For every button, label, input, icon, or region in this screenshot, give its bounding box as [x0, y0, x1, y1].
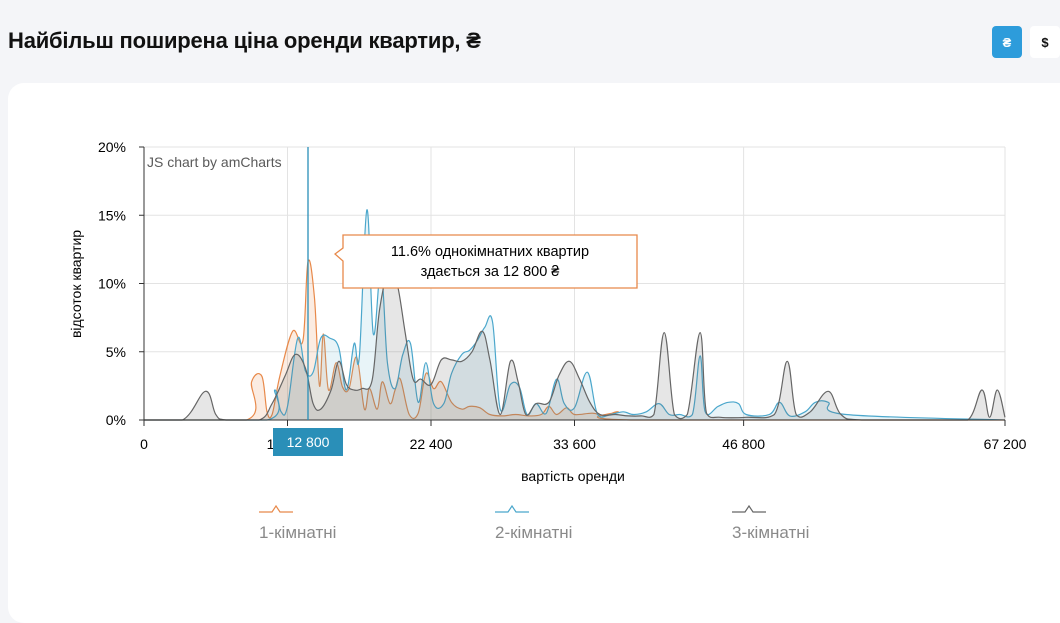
y-tick-label: 5% — [106, 344, 126, 360]
legend-label-1: 1-кімнатні — [259, 523, 336, 542]
x-axis-label: вартість оренди — [521, 468, 625, 484]
tooltip-line2: здається за 12 800 ₴ — [421, 264, 560, 280]
series-area-3 — [144, 266, 1005, 420]
legend-marker-3 — [732, 504, 766, 513]
legend-marker-2 — [495, 504, 529, 513]
x-tick-label: 33 600 — [553, 436, 596, 452]
y-tick-label: 20% — [98, 139, 126, 155]
legend-label-3: 3-кімнатні — [732, 523, 809, 542]
y-tick-label: 0% — [106, 412, 126, 428]
tooltip-line1: 11.6% однокімнатних квартир — [391, 244, 589, 260]
chart-legend: 1-кімнатні 2-кімнатні 3-кімнатні — [259, 504, 809, 542]
chart-series — [143, 209, 1006, 421]
x-tick-label: 0 — [140, 436, 148, 452]
x-tick-label: 22 400 — [410, 436, 453, 452]
y-tick-label: 10% — [98, 276, 126, 292]
chart-credit[interactable]: JS chart by amCharts — [147, 154, 282, 170]
cursor-label: 12 800 — [287, 434, 330, 450]
chart-cursor: 12 800 11.6% однокімнатних квартир здаєтьс… — [273, 147, 638, 456]
series-area-2 — [144, 209, 1005, 420]
chart-card — [8, 83, 1060, 623]
y-tick-label: 15% — [98, 207, 126, 223]
series-line-1 — [143, 259, 1005, 421]
currency-usd-button[interactable]: $ — [1030, 26, 1060, 58]
page-title: Найбільш поширена ціна оренди квартир, ₴ — [8, 28, 481, 53]
x-tick-label: 67 200 — [984, 436, 1027, 452]
legend-marker-1 — [259, 504, 293, 513]
series-area-1 — [144, 260, 1005, 420]
chart[interactable]: JS chart by amCharts 0%5%10%15%20%011 20… — [0, 0, 1060, 597]
y-axis-label: відсоток квартир — [68, 230, 84, 338]
legend-label-2: 2-кімнатні — [495, 523, 572, 542]
series-line-3 — [143, 265, 1006, 421]
cursor-label-bg — [273, 428, 343, 456]
currency-uah-button[interactable]: ₴ — [992, 26, 1022, 58]
tooltip-box — [333, 234, 638, 289]
x-tick-label: 46 800 — [722, 436, 765, 452]
